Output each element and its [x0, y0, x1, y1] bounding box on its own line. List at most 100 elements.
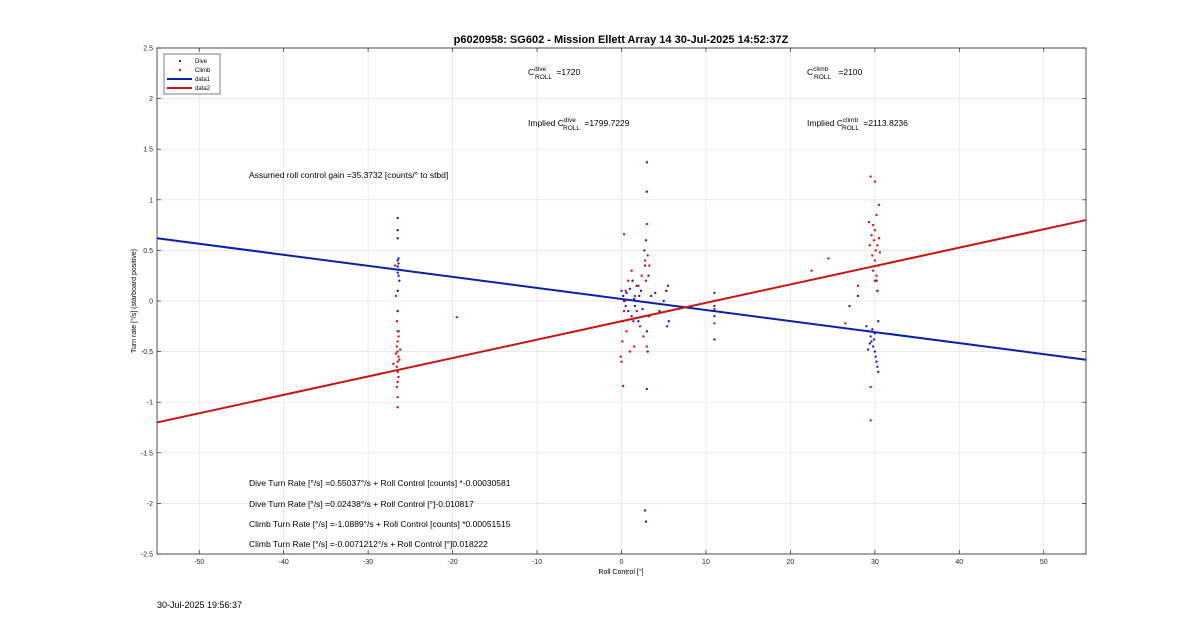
climb-point — [620, 360, 623, 363]
dive-point — [658, 309, 661, 313]
fit-line-data2 — [156, 219, 1087, 424]
x-tick-label: -30 — [363, 559, 373, 566]
dive-point — [666, 284, 670, 288]
annotations: Cdive ROLL =1720 Cclimb ROLL =2100 Implied… — [249, 66, 908, 549]
climb-point — [396, 330, 399, 333]
legend-climb-marker — [178, 68, 182, 72]
climb-point — [619, 355, 622, 358]
dive-point — [665, 289, 668, 293]
y-tick-label: -2.5 — [141, 552, 153, 559]
climb-point — [625, 330, 628, 333]
climb-point — [397, 355, 400, 358]
climb-point — [397, 335, 400, 338]
climb-point — [395, 385, 399, 389]
dive-point — [398, 279, 401, 282]
implied-dive-value: =1799.7229 — [582, 118, 630, 128]
climb-point — [637, 284, 640, 288]
c-climb-sub: ROLL — [814, 74, 831, 81]
climb-point — [873, 228, 877, 232]
dive-point — [713, 338, 716, 341]
dive-point — [644, 239, 648, 242]
climb-point — [645, 222, 649, 226]
dive-point — [874, 355, 877, 358]
dive-point — [876, 365, 879, 368]
implied-dive-sup: dive — [564, 117, 576, 124]
climb-point — [621, 340, 624, 343]
climb-point — [844, 322, 847, 325]
climb-point — [868, 244, 871, 247]
dive-point — [649, 294, 653, 298]
x-tick-label: 40 — [955, 559, 963, 566]
dive-point — [620, 289, 623, 293]
climb-point — [713, 307, 716, 311]
climb-point — [399, 348, 402, 351]
dive-point — [866, 348, 870, 351]
y-tick-label: -0.5 — [141, 349, 153, 356]
climb-point — [827, 257, 830, 260]
climb-point — [873, 180, 877, 183]
implied-climb-annotation: Implied Cclimb ROLL =2113.8236 — [807, 117, 908, 132]
legend-data1-label: data1 — [195, 77, 211, 83]
dive-point — [645, 387, 649, 391]
dive-point — [865, 325, 868, 328]
dive-point — [872, 338, 876, 341]
c-dive-letter: C — [528, 67, 534, 77]
x-tick-label: 30 — [871, 559, 879, 566]
chart-title: p6020958: SG602 - Mission Ellett Array 1… — [454, 34, 789, 46]
dive-point — [876, 289, 879, 293]
legend-data2-label: data2 — [195, 86, 211, 92]
climb-point — [878, 251, 882, 254]
dive-point — [396, 228, 399, 232]
fit-line-data1 — [156, 237, 1087, 361]
y-tick-label: 2.5 — [143, 46, 153, 53]
x-tick-label: -40 — [279, 559, 289, 566]
climb-point — [622, 233, 626, 236]
climb-point — [874, 249, 877, 252]
dive-point — [665, 325, 669, 328]
y-axis-ticks: -2.5 -2 -1.5 -1 -0.5 0 0.5 1 1.5 2 2.5 — [141, 46, 1086, 559]
dive-point — [713, 291, 716, 295]
climb-point — [633, 294, 637, 298]
dive-point — [871, 328, 874, 331]
dive-point — [633, 304, 637, 308]
climb-point — [645, 345, 649, 348]
climb-point — [869, 385, 872, 389]
climb-point — [870, 234, 873, 237]
climb-point — [395, 365, 399, 368]
implied-dive-annotation: Implied Cdive ROLL =1799.7229 — [528, 117, 630, 132]
climb-point — [638, 325, 642, 328]
climb-point — [713, 322, 716, 325]
climb-point — [869, 175, 872, 178]
climb-point — [867, 220, 871, 224]
dive-point — [637, 320, 640, 323]
dive-point — [631, 279, 634, 282]
x-tick-label: 10 — [702, 559, 710, 566]
climb-point — [877, 237, 881, 240]
legend-dive-marker — [178, 59, 182, 63]
dive-point — [647, 274, 650, 277]
c-dive-value: =1720 — [554, 67, 581, 77]
climb-point — [455, 315, 459, 319]
implied-dive-prefix: Implied C — [528, 118, 564, 128]
x-tick-label: -10 — [532, 559, 542, 566]
implied-dive-sub: ROLL — [563, 125, 580, 132]
dive-point — [713, 304, 716, 308]
dive-point — [397, 274, 400, 277]
dive-point — [630, 314, 633, 318]
climb-point — [643, 259, 647, 262]
dive-point — [868, 342, 871, 345]
climb-point — [632, 320, 635, 323]
dive-point — [856, 294, 860, 298]
climb-point — [392, 362, 395, 365]
climb-point — [394, 294, 398, 298]
dive-point — [639, 289, 643, 293]
dive-point — [396, 265, 399, 268]
c-climb-annotation: Cclimb ROLL =2100 — [807, 66, 863, 81]
climb-point — [875, 274, 878, 277]
x-tick-label: -50 — [194, 559, 204, 566]
dive-point — [396, 216, 399, 220]
implied-climb-value: =2113.8236 — [861, 118, 908, 128]
implied-climb-sub: ROLL — [842, 125, 859, 132]
dive-point — [643, 264, 647, 267]
y-tick-label: -1 — [147, 400, 153, 407]
